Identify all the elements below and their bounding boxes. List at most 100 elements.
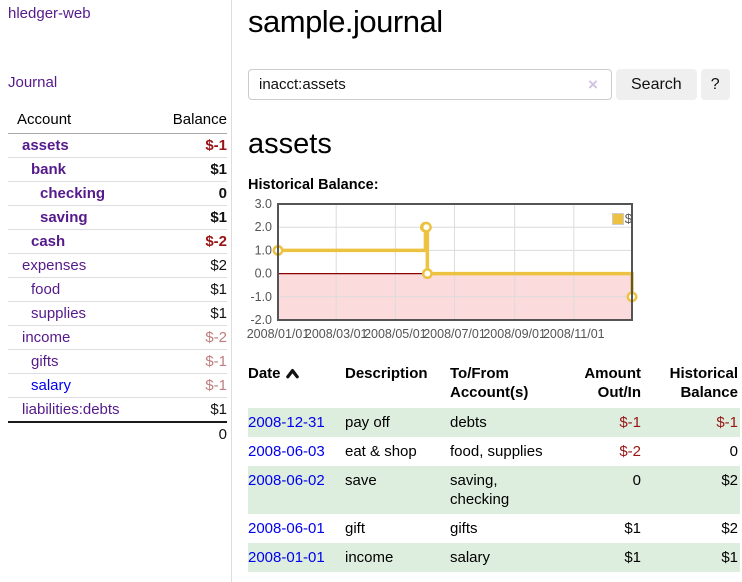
date-header-label: Date xyxy=(248,365,281,382)
transaction-row: 2008-06-02 save saving, checking 0 $2 xyxy=(248,466,740,514)
transaction-description: gift xyxy=(345,520,366,537)
accounts-table: Account Balance assets $-1 bank $1 checking 0… xyxy=(8,108,227,446)
svg-text:0.0: 0.0 xyxy=(255,267,272,281)
svg-text:2.0: 2.0 xyxy=(255,220,272,234)
account-row: saving $1 xyxy=(8,205,227,230)
transaction-date-link[interactable]: 2008-06-01 xyxy=(248,520,325,537)
transaction-balance: $-1 xyxy=(716,414,738,431)
transaction-balance: 0 xyxy=(729,443,738,460)
account-link[interactable]: food xyxy=(31,281,61,298)
account-link[interactable]: saving xyxy=(40,209,88,226)
transaction-description: income xyxy=(345,549,394,566)
help-button[interactable]: ? xyxy=(700,69,730,100)
svg-text:2008/01/01: 2008/01/01 xyxy=(247,327,310,341)
transaction-row: 2008-12-31 pay off debts $-1 $-1 xyxy=(248,408,740,437)
account-balance: $-1 xyxy=(155,349,227,374)
transaction-row: 2008-06-03 eat & shop food, supplies $-2 0 xyxy=(248,437,740,466)
transaction-accounts: debts xyxy=(450,414,487,431)
account-balance: $1 xyxy=(155,205,227,230)
account-balance: $1 xyxy=(155,157,227,182)
svg-text:2008/07/01: 2008/07/01 xyxy=(423,327,486,341)
account-balance: $1 xyxy=(155,277,227,302)
register-header-accounts: To/From Account(s) xyxy=(450,365,529,401)
transaction-balance: $2 xyxy=(721,472,738,489)
historical-balance-chart: 3.0 2.0 1.0 0.0 -1.0 -2.0 2008/01/01 2008/03/01… xyxy=(247,197,638,342)
accounts-total-row: 0 xyxy=(8,421,227,446)
transaction-accounts: gifts xyxy=(450,520,478,537)
transaction-description: save xyxy=(345,472,377,489)
transaction-accounts: saving, checking xyxy=(450,472,510,508)
register-table: Date Description To/From Account(s) Amou… xyxy=(248,362,740,572)
account-row: income $-2 xyxy=(8,325,227,350)
transaction-row: 2008-01-01 income salary $1 $1 xyxy=(248,543,740,572)
sidebar: hledger-web Journal Account Balance asse… xyxy=(0,0,232,582)
account-row: checking 0 xyxy=(8,181,227,206)
search-form: × Search ? xyxy=(248,69,742,100)
account-link[interactable]: gifts xyxy=(31,353,59,370)
account-balance: $1 xyxy=(155,301,227,326)
accounts-tbody: assets $-1 bank $1 checking 0 saving $1 cash $-2 e… xyxy=(8,134,227,446)
transaction-accounts: food, supplies xyxy=(450,443,543,460)
transaction-date-link[interactable]: 2008-06-03 xyxy=(248,443,325,460)
chart-legend: $ xyxy=(611,211,632,226)
account-link[interactable]: assets xyxy=(22,137,69,154)
search-button[interactable]: Search xyxy=(616,69,697,100)
account-balance: $-1 xyxy=(155,373,227,398)
account-link[interactable]: bank xyxy=(31,161,67,178)
transaction-amount: 0 xyxy=(632,472,641,489)
account-link[interactable]: cash xyxy=(31,233,66,250)
chart-title: Historical Balance: xyxy=(248,177,379,193)
transaction-date-link[interactable]: 2008-06-02 xyxy=(248,472,325,489)
clear-search-icon[interactable]: × xyxy=(588,75,598,94)
account-row: salary $-1 xyxy=(8,373,227,398)
transaction-amount: $1 xyxy=(624,549,641,566)
account-row: gifts $-1 xyxy=(8,349,227,374)
legend-color-box xyxy=(611,212,624,225)
account-balance: $-2 xyxy=(155,325,227,350)
register-header-amount: Amount Out/In xyxy=(584,365,641,401)
svg-text:3.0: 3.0 xyxy=(255,197,272,211)
svg-text:2008/05/01: 2008/05/01 xyxy=(364,327,427,341)
transaction-accounts: salary xyxy=(450,549,491,566)
account-row: expenses $2 xyxy=(8,253,227,278)
transaction-amount: $1 xyxy=(624,520,641,537)
accounts-total-balance: 0 xyxy=(155,421,227,446)
accounts-header-account: Account xyxy=(8,108,156,134)
account-balance: $1 xyxy=(155,397,227,422)
account-link[interactable]: checking xyxy=(40,185,106,202)
svg-text:2008/09/01: 2008/09/01 xyxy=(483,327,546,341)
transaction-row: 2008-06-01 gift gifts $1 $2 xyxy=(248,514,740,543)
account-link[interactable]: expenses xyxy=(22,257,87,274)
account-row: cash $-2 xyxy=(8,229,227,254)
account-row: assets $-1 xyxy=(8,134,227,158)
legend-label: $ xyxy=(624,211,632,226)
search-input[interactable] xyxy=(248,69,612,100)
transaction-balance: $1 xyxy=(721,549,738,566)
register-header-date[interactable]: Date xyxy=(248,362,345,408)
account-balance: $2 xyxy=(155,253,227,278)
account-link[interactable]: liabilities:debts xyxy=(22,401,120,418)
register-header-description: Description xyxy=(345,365,428,382)
account-link[interactable]: supplies xyxy=(31,305,87,322)
transaction-date-link[interactable]: 2008-12-31 xyxy=(248,414,325,431)
register-header-balance: Historical Balance xyxy=(669,365,738,401)
register-tbody: 2008-12-31 pay off debts $-1 $-1 2008-06-03 ea… xyxy=(248,408,740,572)
chart-canvas: 3.0 2.0 1.0 0.0 -1.0 -2.02008/01/012008/03/01… xyxy=(247,197,638,341)
transaction-amount: $-2 xyxy=(619,443,641,460)
accounts-header-balance: Balance xyxy=(155,108,227,134)
transaction-amount: $-1 xyxy=(619,414,641,431)
transaction-date-link[interactable]: 2008-01-01 xyxy=(248,549,325,566)
register-header-row: Date Description To/From Account(s) Amou… xyxy=(248,362,740,408)
svg-text:2008/11/01: 2008/11/01 xyxy=(543,327,605,341)
account-row: bank $1 xyxy=(8,157,227,182)
svg-text:2008/03/01: 2008/03/01 xyxy=(305,327,368,341)
brand-link[interactable]: hledger-web xyxy=(8,5,91,22)
account-balance: $-1 xyxy=(205,137,227,154)
account-link[interactable]: income xyxy=(22,329,71,346)
sidebar-item-journal[interactable]: Journal xyxy=(8,74,58,91)
main-content: sample.journal × Search ? assets Histori… xyxy=(232,0,742,582)
svg-text:-1.0: -1.0 xyxy=(250,290,272,304)
account-link[interactable]: salary xyxy=(31,377,72,394)
svg-text:-2.0: -2.0 xyxy=(250,313,272,327)
